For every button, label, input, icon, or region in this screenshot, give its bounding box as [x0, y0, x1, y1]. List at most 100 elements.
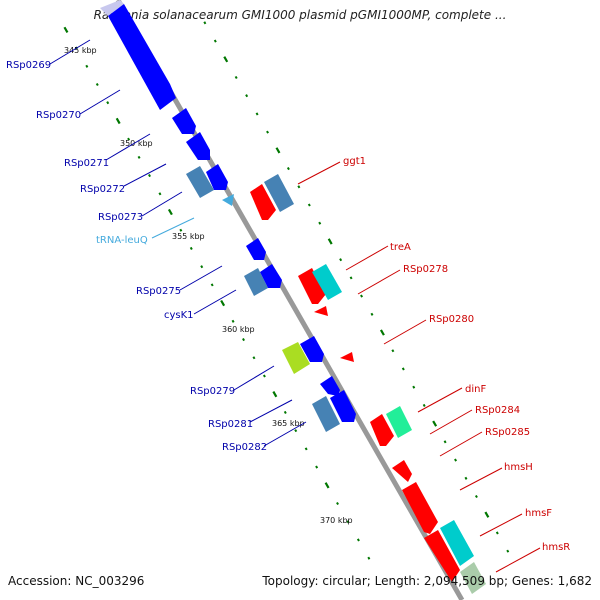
gene-rsp0269[interactable]	[100, 0, 124, 16]
tick-dot	[231, 319, 235, 323]
label-rsp0280[interactable]: RSp0280	[429, 314, 474, 325]
gene-hmsf-b[interactable]	[440, 520, 474, 566]
label-cysk1[interactable]: cysK1	[164, 310, 194, 321]
label-hmsr[interactable]: hmsR	[542, 542, 570, 553]
tick-dot	[106, 101, 110, 105]
gene-trea[interactable]	[298, 268, 326, 304]
label-rsp0281[interactable]: RSp0281	[208, 419, 253, 430]
gene-rsp0279a[interactable]	[282, 342, 310, 374]
gene-rsp0270[interactable]	[108, 4, 176, 110]
tick-dot	[422, 403, 426, 407]
gene-rsp0275a[interactable]	[246, 238, 266, 260]
gene-hmsh[interactable]	[402, 482, 438, 534]
gene-rsp0271[interactable]	[172, 108, 196, 134]
gene-rsp0273a[interactable]	[186, 166, 214, 198]
tick-dot	[137, 155, 141, 159]
label-rsp0279[interactable]: RSp0279	[190, 386, 235, 397]
tick-dot	[252, 356, 256, 360]
tick-label: 370 kbp	[320, 516, 353, 525]
gene-rsp0285[interactable]	[392, 460, 412, 482]
tick-dot	[391, 349, 395, 353]
label-rsp0282[interactable]: RSp0282	[222, 442, 267, 453]
tick-dot	[370, 312, 374, 316]
tick-dot	[506, 549, 510, 553]
tick-dot	[360, 294, 363, 298]
trna-leuq[interactable]	[222, 194, 234, 206]
tick-dot	[148, 174, 151, 178]
gene-hmsf-a[interactable]	[424, 530, 460, 582]
gene-rsp0280[interactable]	[340, 352, 354, 362]
label-hmsh[interactable]: hmsH	[504, 462, 533, 473]
label-rsp0270[interactable]: RSp0270	[36, 110, 81, 121]
tick-dot	[95, 82, 99, 87]
label-ggt1[interactable]: ggt1	[343, 156, 366, 167]
label-rsp0271[interactable]: RSp0271	[64, 158, 109, 169]
tick-dot	[189, 246, 193, 250]
topology-summary: Topology: circular; Length: 2,094,509 bp…	[262, 574, 592, 588]
tick-dot	[304, 447, 308, 451]
tick-dot	[272, 391, 278, 398]
tick-label: 360 kbp	[222, 325, 255, 334]
tick-dot	[245, 94, 249, 98]
gene-rsp0278[interactable]	[312, 264, 342, 300]
gene-rsp0273b[interactable]	[206, 164, 228, 190]
label-rsp0272[interactable]: RSp0272	[80, 184, 125, 195]
gene-rsp0275b[interactable]	[244, 268, 268, 296]
tick-dot	[223, 56, 229, 63]
gene-rsp0284[interactable]	[386, 406, 412, 438]
label-trea[interactable]: treA	[390, 242, 411, 253]
label-rsp0278[interactable]: RSp0278	[403, 264, 448, 275]
tick-dot	[464, 476, 468, 480]
label-rsp0284[interactable]: RSp0284	[475, 405, 520, 416]
tick-marks	[63, 21, 510, 560]
label-hmsf[interactable]: hmsF	[525, 508, 552, 519]
tick-dot	[294, 429, 298, 433]
tick-dot	[307, 203, 311, 207]
gene-rsp0272[interactable]	[186, 132, 210, 160]
tick-label: 355 kbp	[172, 232, 205, 241]
gene-features[interactable]	[100, 0, 486, 594]
tick-dot	[242, 338, 245, 342]
tick-dot	[220, 299, 226, 307]
map-title: Ralstonia solanacearum GMI1000 plasmid p…	[93, 8, 507, 22]
tick-dot	[454, 458, 458, 462]
label-rsp0275[interactable]: RSp0275	[136, 286, 181, 297]
tick-dot	[158, 192, 162, 196]
sequence-backbone	[115, 0, 465, 600]
tick-dot	[495, 531, 499, 535]
tick-dot	[315, 465, 319, 469]
label-rsp0273[interactable]: RSp0273	[98, 212, 143, 223]
tick-dot	[255, 112, 259, 116]
tick-dot	[432, 420, 438, 427]
kbp-labels: 345 kbp 350 kbp 355 kbp 360 kbp 365 kbp …	[64, 46, 353, 525]
tick-dot	[234, 75, 238, 80]
tick-dot	[339, 258, 343, 262]
tick-dot	[349, 276, 353, 280]
tick-dot	[336, 501, 339, 506]
gene-rsp0278-small[interactable]	[314, 306, 328, 316]
tick-dot	[379, 329, 385, 336]
tick-dot	[327, 238, 333, 245]
label-rsp0285[interactable]: RSp0285	[485, 427, 530, 438]
gene-rsp0281b[interactable]	[312, 396, 340, 432]
label-trna-leuq[interactable]: tRNA-leuQ	[96, 235, 148, 246]
tick-dot	[127, 137, 131, 141]
gene-dinf[interactable]	[370, 414, 394, 446]
gene-hmsr[interactable]	[460, 562, 486, 594]
label-dinf[interactable]: dinF	[465, 384, 486, 395]
tick-dot	[297, 185, 301, 189]
label-rsp0269[interactable]: RSp0269	[6, 60, 51, 71]
tick-dot	[167, 208, 173, 216]
gene-rsp0279b[interactable]	[300, 336, 324, 362]
left-leaders	[49, 39, 307, 447]
right-leaders	[297, 161, 541, 573]
tick-dot	[283, 410, 287, 414]
gene-rsp0281a[interactable]	[320, 376, 340, 396]
left-gene-labels: RSp0269 RSp0270 RSp0271 RSp0272 RSp0273 …	[6, 60, 267, 453]
gene-ggt1-b[interactable]	[264, 174, 294, 212]
gene-rsp0282[interactable]	[330, 390, 356, 422]
gene-cysk1[interactable]	[260, 264, 282, 288]
tick-dot	[286, 167, 290, 171]
gene-ggt1-a[interactable]	[250, 184, 276, 220]
